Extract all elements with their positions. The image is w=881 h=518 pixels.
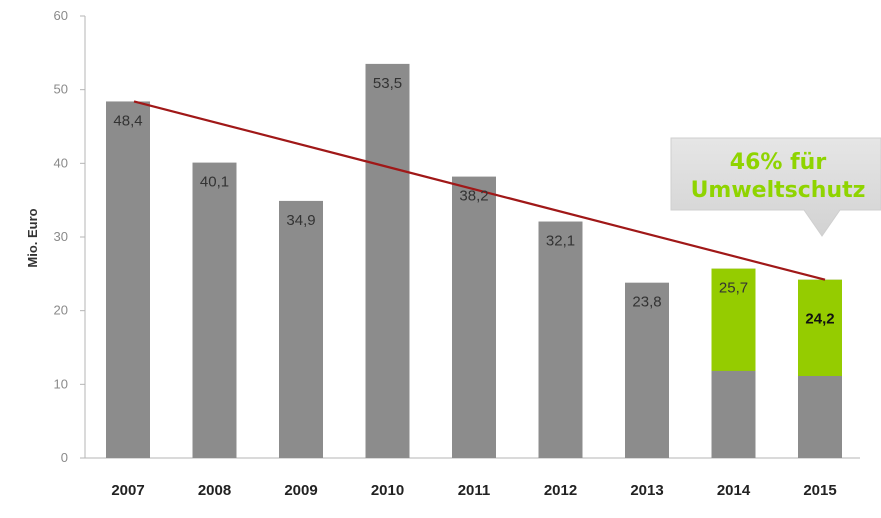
data-label: 23,8 [632, 294, 661, 311]
x-tick-label: 2014 [717, 482, 751, 499]
x-tick-label: 2015 [803, 482, 836, 499]
data-label: 25,7 [719, 280, 748, 297]
highlight-segment [711, 268, 756, 371]
x-tick-label: 2010 [371, 482, 404, 499]
x-tick-label: 2011 [458, 482, 491, 499]
x-tick-label: 2008 [198, 482, 231, 499]
x-tick-label: 2013 [630, 482, 663, 499]
annotation-callout: 46% für Umweltschutz [670, 137, 881, 237]
y-tick-label: 50 [54, 82, 68, 97]
callout-box [670, 137, 881, 237]
bar [279, 200, 323, 459]
y-tick-label: 10 [54, 376, 68, 391]
data-label: 48,4 [113, 112, 142, 129]
highlight-segment [798, 279, 842, 376]
bar [106, 101, 150, 458]
bar [452, 176, 496, 459]
bar [625, 282, 669, 458]
data-label: 38,2 [459, 188, 488, 205]
y-tick-label: 40 [54, 155, 68, 170]
bar [192, 162, 237, 458]
data-label: 40,1 [200, 174, 229, 191]
data-label: 34,9 [286, 212, 315, 229]
x-tick-label: 2009 [284, 482, 317, 499]
bar [365, 63, 410, 459]
y-tick-label: 30 [54, 229, 68, 244]
x-tick-label: 2012 [544, 482, 577, 499]
trend-line [133, 100, 826, 281]
callout-line-2: Umweltschutz [691, 178, 866, 203]
data-label: 32,1 [546, 233, 575, 250]
data-label: 53,5 [373, 75, 402, 92]
y-tick-label: 60 [54, 8, 68, 23]
x-tick-label: 2007 [111, 482, 144, 499]
y-tick-label: 0 [61, 450, 68, 465]
bar [538, 221, 583, 458]
y-tick-label: 20 [54, 303, 68, 318]
y-axis-label: Mio. Euro [25, 208, 40, 267]
callout-line-1: 46% für [730, 150, 827, 175]
data-label: 24,2 [805, 311, 834, 328]
